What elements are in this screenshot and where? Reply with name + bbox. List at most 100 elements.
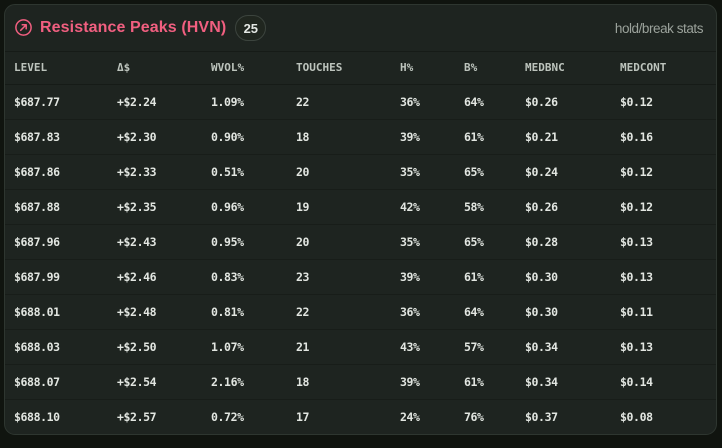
cell-col: +$2.54 <box>117 364 211 400</box>
cell-h: 43% <box>400 329 464 365</box>
cell-wvol: 2.16% <box>211 364 296 400</box>
cell-b: 76% <box>464 409 484 424</box>
cell-col: +$2.30 <box>117 119 211 155</box>
cell-b: 61% <box>464 119 525 155</box>
column-header-medbnc: MEDBNC <box>525 52 620 85</box>
cell-level: $688.03 <box>5 329 117 365</box>
cell-medbnc: $0.21 <box>525 119 620 155</box>
cell-h: 39% <box>400 259 464 295</box>
cell-medbnc: $0.28 <box>525 224 620 260</box>
cell-touches: 22 <box>296 294 400 330</box>
cell-medcont: $0.12 <box>620 189 716 225</box>
cell-col: +$2.33 <box>117 154 211 190</box>
cell-touches: 18 <box>296 119 400 155</box>
cell-b: 65% <box>464 224 525 260</box>
cell-level: $688.01 <box>5 294 117 330</box>
cell-wvol: 0.72% <box>211 409 244 424</box>
cell-level: $687.96 <box>5 224 117 260</box>
cell-medcont: $0.13 <box>620 224 716 260</box>
cell-wvol: 1.07% <box>211 329 296 365</box>
cell-medcont: $0.12 <box>620 154 716 190</box>
cell-medbnc: $0.26 <box>525 84 620 120</box>
level-row-7[interactable]: $688.03 +$2.50 1.07% 21 43% 57% $0.34 $0.13 <box>5 329 716 365</box>
column-header-level: LEVEL <box>5 52 117 85</box>
cell-h: 42% <box>400 189 464 225</box>
cell-medbnc: $0.30 <box>525 294 620 330</box>
level-row-1[interactable]: $687.83 +$2.30 0.90% 18 39% 61% $0.21 $0.16 <box>5 119 716 155</box>
cell-b: 58% <box>464 189 525 225</box>
cell-level: $688.07 <box>5 364 117 400</box>
cell-medbnc: $0.37 <box>525 409 558 424</box>
cell-b: 64% <box>464 84 525 120</box>
resistance-peaks-panel: Resistance Peaks (HVN) 25 hold/break sta… <box>4 4 717 435</box>
cell-level: $687.88 <box>5 189 117 225</box>
cell-b: 57% <box>464 329 525 365</box>
cell-b: 61% <box>464 364 525 400</box>
cell-medbnc: $0.30 <box>525 259 620 295</box>
column-header-col: Δ$ <box>117 52 211 85</box>
cell-col: +$2.57 <box>117 409 157 424</box>
cell-medbnc: $0.24 <box>525 154 620 190</box>
cell-col: +$2.48 <box>117 294 211 330</box>
column-header-b: B% <box>464 52 525 85</box>
cell-level: $687.86 <box>5 154 117 190</box>
cell-wvol: 0.51% <box>211 154 296 190</box>
cell-touches: 18 <box>296 364 400 400</box>
cell-col: +$2.46 <box>117 259 211 295</box>
cell-wvol: 0.81% <box>211 294 296 330</box>
cell-medcont: $0.12 <box>620 84 716 120</box>
level-row-2[interactable]: $687.86 +$2.33 0.51% 20 35% 65% $0.24 $0.12 <box>5 154 716 190</box>
column-header-touches: TOUCHES <box>296 52 400 85</box>
panel-header: Resistance Peaks (HVN) 25 hold/break sta… <box>5 5 716 52</box>
cell-b: 61% <box>464 259 525 295</box>
cell-touches: 20 <box>296 154 400 190</box>
cell-touches: 21 <box>296 329 400 365</box>
cell-medcont: $0.11 <box>620 294 716 330</box>
cell-h: 35% <box>400 154 464 190</box>
cell-medbnc: $0.26 <box>525 189 620 225</box>
level-row-3[interactable]: $687.88 +$2.35 0.96% 19 42% 58% $0.26 $0.12 <box>5 189 716 225</box>
cell-wvol: 0.95% <box>211 224 296 260</box>
level-row-9[interactable]: $688.10 +$2.57 0.72% 17 24% 76% $0.37 $0.08 <box>5 399 716 434</box>
level-row-5[interactable]: $687.99 +$2.46 0.83% 23 39% 61% $0.30 $0.13 <box>5 259 716 295</box>
cell-touches: 17 <box>296 409 310 424</box>
cell-h: 35% <box>400 224 464 260</box>
cell-touches: 22 <box>296 84 400 120</box>
cell-col: +$2.43 <box>117 224 211 260</box>
count-badge: 25 <box>235 15 267 41</box>
arrow-up-right-circle-icon <box>15 18 32 36</box>
cell-h: 36% <box>400 294 464 330</box>
stats-label: hold/break stats <box>614 20 704 36</box>
level-row-6[interactable]: $688.01 +$2.48 0.81% 22 36% 64% $0.30 $0.11 <box>5 294 716 330</box>
cell-wvol: 0.90% <box>211 119 296 155</box>
cell-medcont: $0.13 <box>620 259 716 295</box>
cell-touches: 23 <box>296 259 400 295</box>
column-header-medcont: MEDCONT <box>620 52 716 85</box>
cell-level: $688.10 <box>14 409 60 424</box>
cell-touches: 20 <box>296 224 400 260</box>
column-header-wvol: WVOL% <box>211 52 296 85</box>
cell-h: 39% <box>400 364 464 400</box>
cell-h: 24% <box>400 409 420 424</box>
cell-medcont: $0.13 <box>620 329 716 365</box>
cell-touches: 19 <box>296 189 400 225</box>
cell-medcont: $0.16 <box>620 119 716 155</box>
level-row-4[interactable]: $687.96 +$2.43 0.95% 20 35% 65% $0.28 $0.13 <box>5 224 716 260</box>
level-row-8[interactable]: $688.07 +$2.54 2.16% 18 39% 61% $0.34 $0.14 <box>5 364 716 400</box>
cell-wvol: 0.96% <box>211 189 296 225</box>
table-header-row: LEVEL Δ$ WVOL% TOUCHES H% B% MEDBNC MEDCONT <box>5 52 716 85</box>
cell-level: $687.83 <box>5 119 117 155</box>
cell-col: +$2.24 <box>117 84 211 120</box>
cell-medcont: $0.08 <box>620 409 653 424</box>
cell-h: 36% <box>400 84 464 120</box>
level-row-0[interactable]: $687.77 +$2.24 1.09% 22 36% 64% $0.26 $0.12 <box>5 84 716 120</box>
cell-level: $687.99 <box>5 259 117 295</box>
cell-medbnc: $0.34 <box>525 329 620 365</box>
cell-level: $687.77 <box>5 84 117 120</box>
cell-medbnc: $0.34 <box>525 364 620 400</box>
cell-medcont: $0.14 <box>620 364 716 400</box>
column-header-h: H% <box>400 52 464 85</box>
cell-h: 39% <box>400 119 464 155</box>
cell-wvol: 0.83% <box>211 259 296 295</box>
cell-col: +$2.35 <box>117 189 211 225</box>
